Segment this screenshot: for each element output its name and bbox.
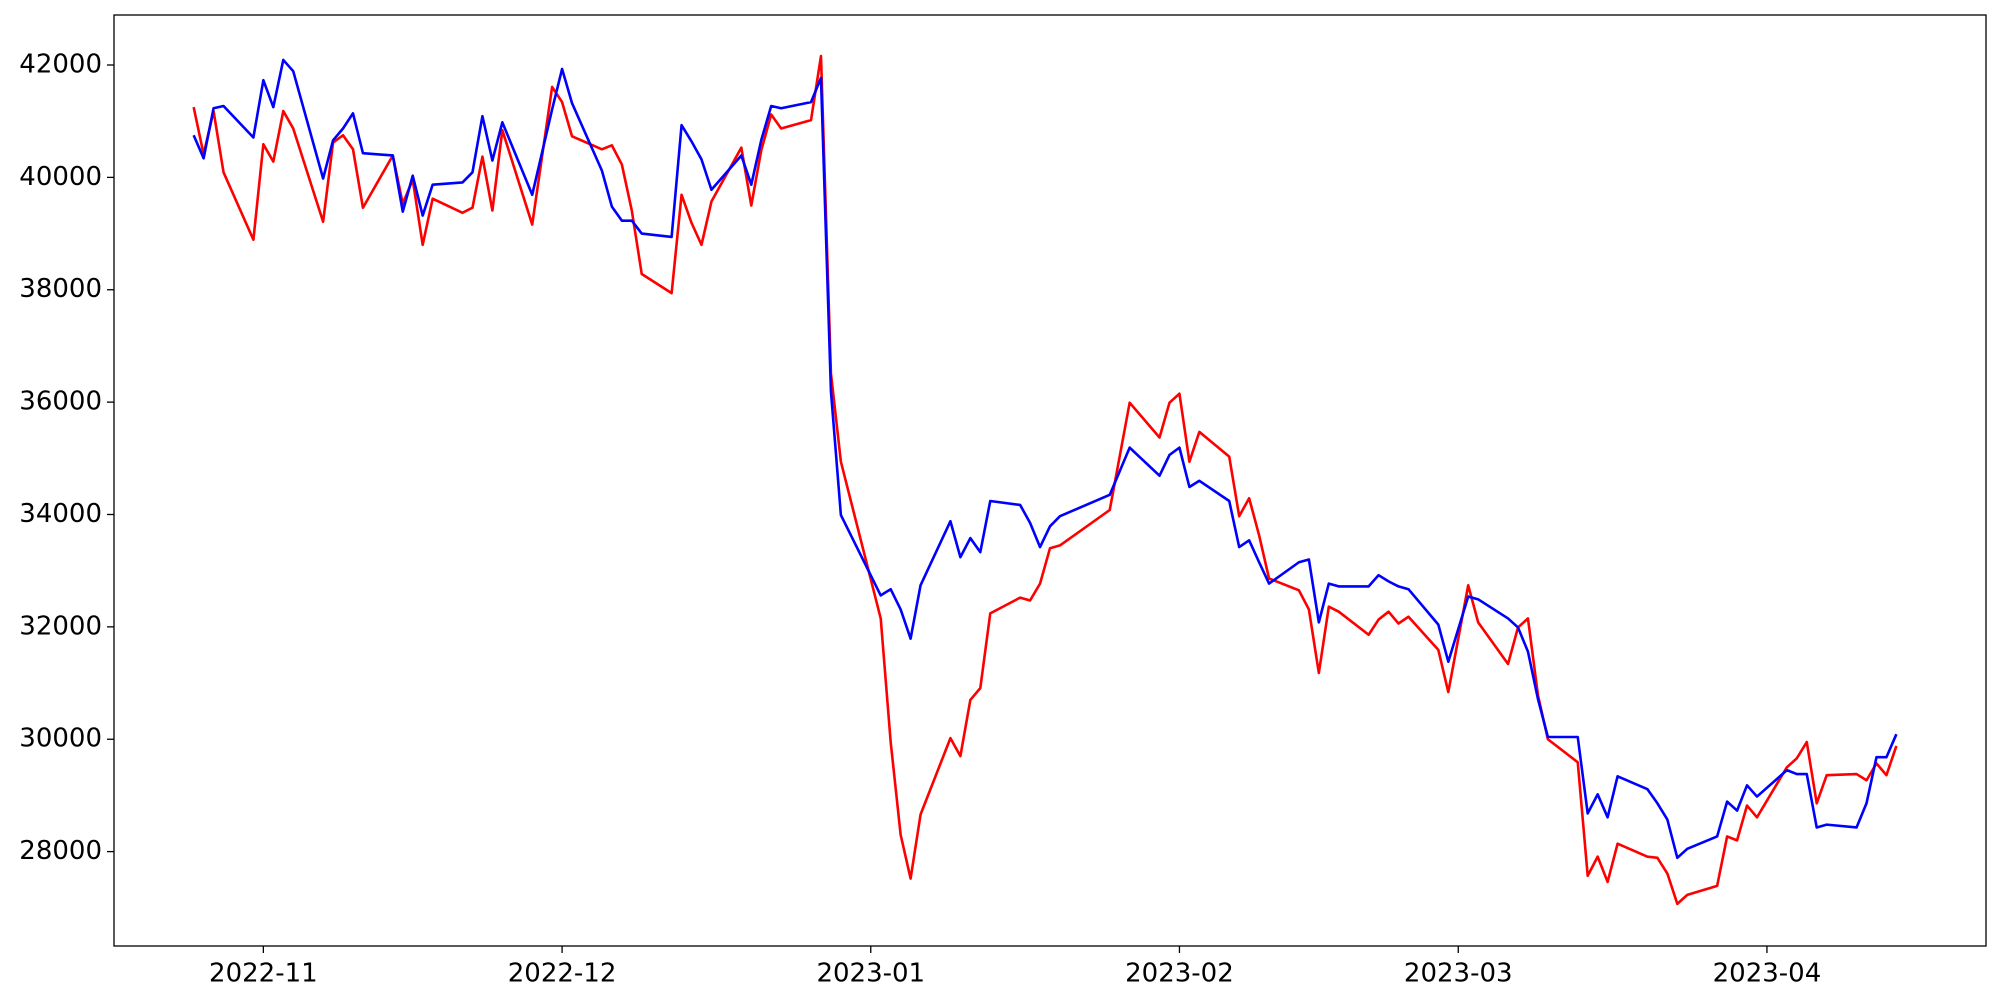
y-tick-label: 38000 xyxy=(19,274,102,304)
series-line xyxy=(192,54,1898,906)
y-tick-label: 30000 xyxy=(19,724,102,754)
y-tick-label: 34000 xyxy=(19,499,102,529)
x-tick-label: 2023-04 xyxy=(1713,959,1822,989)
x-tick-label: 2023-01 xyxy=(816,959,925,989)
y-tick-label: 42000 xyxy=(19,50,102,80)
plot-frame xyxy=(113,14,1987,947)
y-tick-label: 28000 xyxy=(19,836,102,866)
x-tick-label: 2023-02 xyxy=(1125,959,1234,989)
x-tick-label: 2023-03 xyxy=(1404,959,1513,989)
y-tick-label: 36000 xyxy=(19,387,102,417)
x-tick-label: 2022-11 xyxy=(209,959,318,989)
x-tick-label: 2022-12 xyxy=(508,959,617,989)
y-tick-label: 32000 xyxy=(19,611,102,641)
series-line xyxy=(192,58,1898,860)
y-tick-label: 40000 xyxy=(19,162,102,192)
